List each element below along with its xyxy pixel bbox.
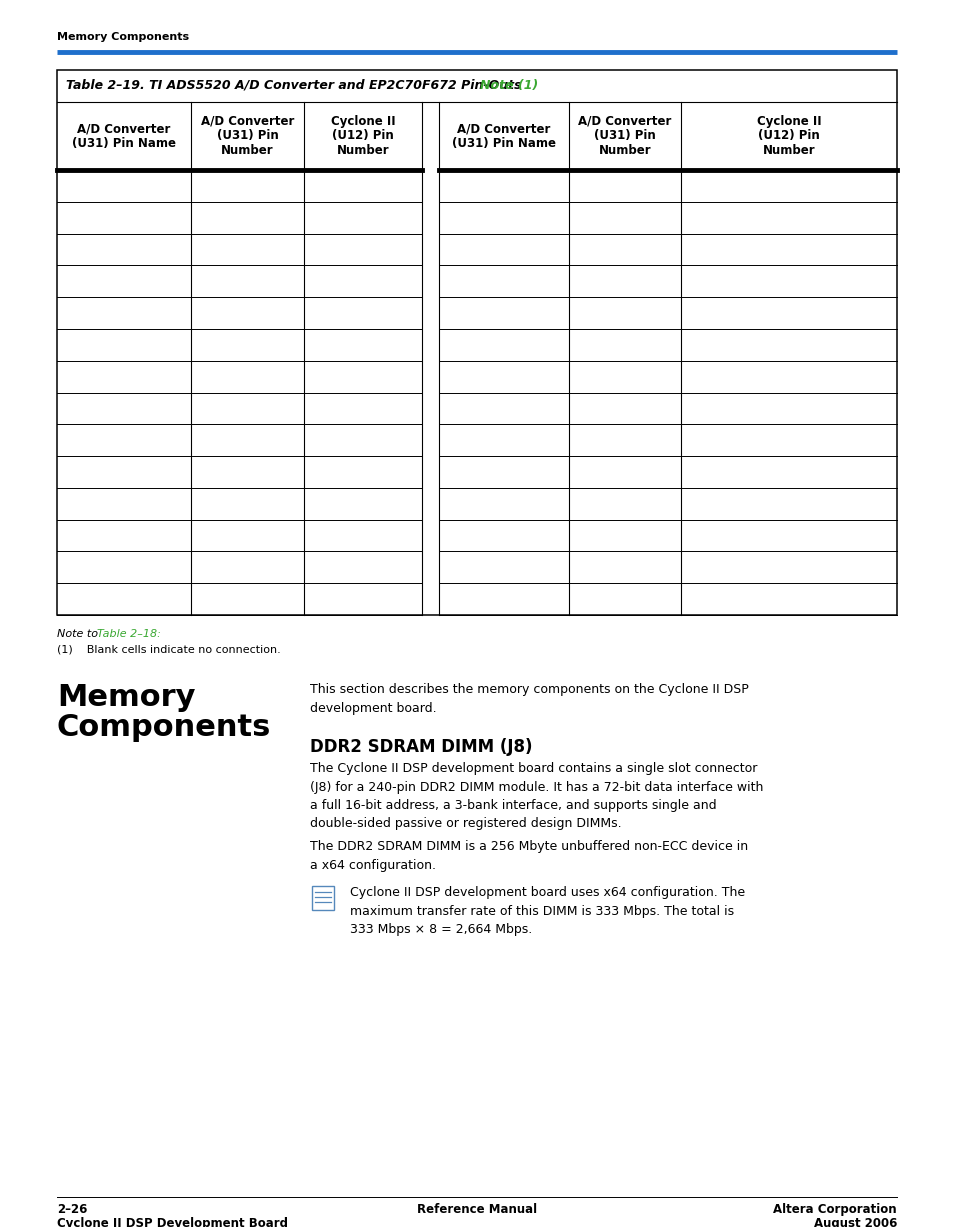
Text: A/D Converter
(U31) Pin
Number: A/D Converter (U31) Pin Number [578, 114, 671, 157]
Bar [312, 886, 334, 910]
Text: A/D Converter
(U31) Pin
Number: A/D Converter (U31) Pin Number [200, 114, 294, 157]
Text: Memory Components: Memory Components [57, 32, 189, 42]
Text: (1)    Blank cells indicate no connection.: (1) Blank cells indicate no connection. [57, 644, 280, 654]
Text: Cyclone II DSP Development Board: Cyclone II DSP Development Board [57, 1217, 288, 1227]
Text: Table 2–18:: Table 2–18: [97, 629, 161, 639]
Bar [57, 70, 896, 615]
Text: Cyclone II DSP development board uses x64 configuration. The
maximum transfer ra: Cyclone II DSP development board uses x6… [350, 886, 744, 936]
Text: This section describes the memory components on the Cyclone II DSP
development b: This section describes the memory compon… [310, 683, 748, 715]
Text: 2–26: 2–26 [57, 1202, 88, 1216]
Text: DDR2 SDRAM DIMM (J8): DDR2 SDRAM DIMM (J8) [310, 737, 532, 756]
Text: Cyclone II
(U12) Pin
Number: Cyclone II (U12) Pin Number [756, 114, 821, 157]
Text: Note (1): Note (1) [479, 79, 537, 92]
Text: Reference Manual: Reference Manual [416, 1202, 537, 1216]
Text: The Cyclone II DSP development board contains a single slot connector
(J8) for a: The Cyclone II DSP development board con… [310, 762, 762, 831]
Text: Memory: Memory [57, 683, 195, 712]
Text: Altera Corporation: Altera Corporation [773, 1202, 896, 1216]
Text: Table 2–19. TI ADS5520 A/D Converter and EP2C70F672 Pin-Outs: Table 2–19. TI ADS5520 A/D Converter and… [66, 79, 525, 92]
Text: August 2006: August 2006 [813, 1217, 896, 1227]
Text: A/D Converter
(U31) Pin Name: A/D Converter (U31) Pin Name [71, 121, 175, 150]
Text: Cyclone II
(U12) Pin
Number: Cyclone II (U12) Pin Number [331, 114, 395, 157]
Text: Components: Components [57, 713, 271, 742]
Text: The DDR2 SDRAM DIMM is a 256 Mbyte unbuffered non-ECC device in
a x64 configurat: The DDR2 SDRAM DIMM is a 256 Mbyte unbuf… [310, 840, 747, 871]
Text: Note to: Note to [57, 629, 101, 639]
Text: A/D Converter
(U31) Pin Name: A/D Converter (U31) Pin Name [452, 121, 556, 150]
